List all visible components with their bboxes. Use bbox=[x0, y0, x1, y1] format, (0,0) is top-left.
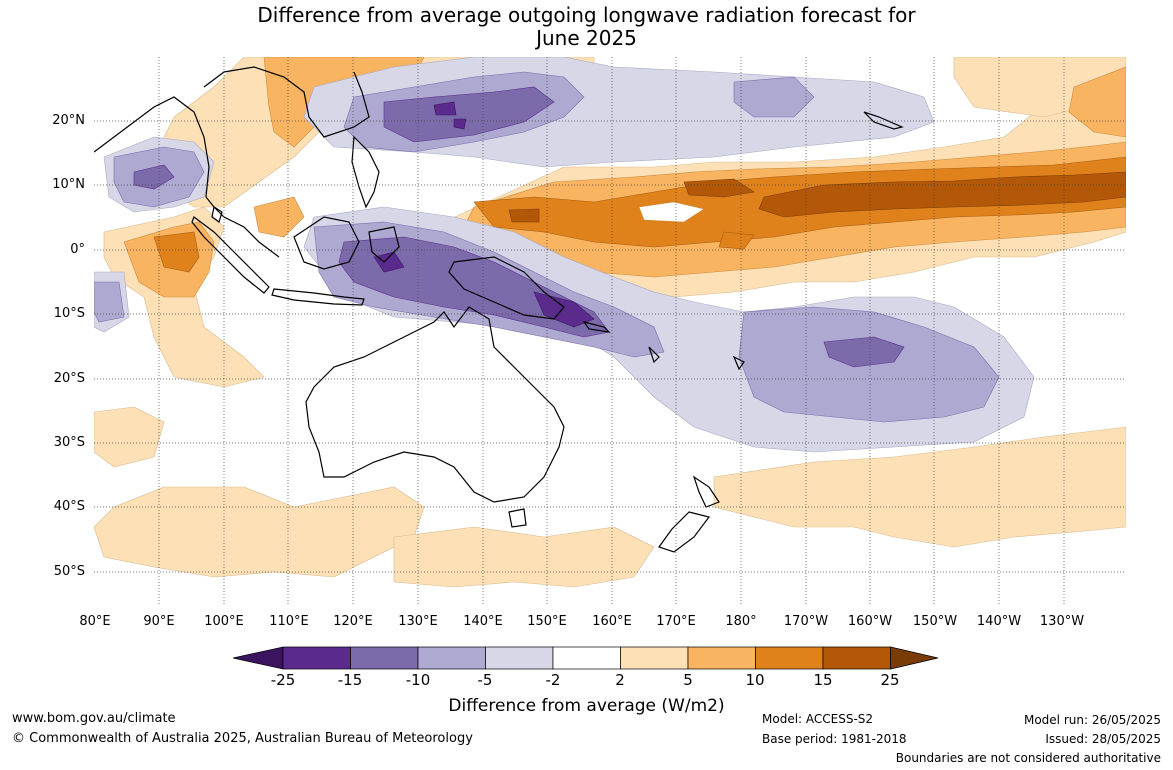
colorbar-label-minus-15: -15 bbox=[337, 671, 363, 689]
footer-model-run: Model run: 26/05/2025 bbox=[1023, 713, 1161, 727]
lat-label-10n: 10°N bbox=[52, 177, 85, 192]
colorbar-label-10: 10 bbox=[745, 671, 765, 689]
colorbar-cell-6 bbox=[620, 646, 689, 670]
anomaly-minus-25-to-minus-15-regions bbox=[373, 101, 595, 328]
colorbar-cell-3 bbox=[417, 646, 486, 670]
lon-label-80e: 80°E bbox=[79, 614, 111, 629]
colorbar-cell-1 bbox=[282, 646, 351, 670]
anomaly-15-to-25-regions bbox=[508, 171, 1126, 223]
lon-label-150e: 150°E bbox=[527, 614, 567, 629]
colorbar-title: Difference from average (W/m2) bbox=[448, 696, 725, 716]
footer-copyright: © Commonwealth of Australia 2025, Austra… bbox=[12, 731, 473, 746]
lon-label-180: 180° bbox=[725, 614, 757, 629]
title-line-1: Difference from average outgoing longwav… bbox=[257, 3, 916, 27]
colorbar-cell-5 bbox=[552, 646, 621, 670]
lon-label-170w: 170°W bbox=[783, 614, 829, 629]
anomaly-map[interactable] bbox=[94, 57, 1126, 604]
lat-label-20n: 20°N bbox=[52, 113, 85, 128]
lon-label-130w: 130°W bbox=[1039, 614, 1085, 629]
footer-issued: Issued: 28/05/2025 bbox=[1045, 732, 1161, 746]
colorbar-cell-7 bbox=[687, 646, 756, 670]
lat-label-30s: 30°S bbox=[53, 435, 85, 450]
lat-label-10s: 10°S bbox=[53, 306, 85, 321]
colorbar-label-minus-5: -5 bbox=[477, 671, 493, 689]
colorbar bbox=[233, 646, 939, 670]
neutral-pocket bbox=[638, 201, 705, 223]
lon-label-160e: 160°E bbox=[592, 614, 632, 629]
lon-label-130e: 130°E bbox=[398, 614, 438, 629]
coastlines bbox=[94, 66, 904, 553]
lat-label-40s: 40°S bbox=[53, 499, 85, 514]
chart-title: Difference from average outgoing longwav… bbox=[0, 4, 1173, 50]
colorbar-label-15: 15 bbox=[813, 671, 833, 689]
title-line-2: June 2025 bbox=[536, 26, 637, 50]
lon-label-170e: 170°E bbox=[656, 614, 696, 629]
lat-label-50s: 50°S bbox=[53, 564, 85, 579]
lon-label-150w: 150°W bbox=[912, 614, 958, 629]
colorbar-cell-9 bbox=[822, 646, 891, 670]
colorbar-label-minus-10: -10 bbox=[405, 671, 431, 689]
lon-label-110e: 110°E bbox=[269, 614, 309, 629]
footer-model: Model: ACCESS-S2 bbox=[762, 712, 874, 726]
footer-website[interactable]: www.bom.gov.au/climate bbox=[12, 711, 176, 726]
lon-label-90e: 90°E bbox=[143, 614, 175, 629]
lat-label-0: 0° bbox=[70, 242, 85, 257]
colorbar-extend-low bbox=[233, 646, 284, 670]
colorbar-cell-2 bbox=[350, 646, 419, 670]
colorbar-label-2: 2 bbox=[615, 671, 625, 689]
colorbar-cell-4 bbox=[485, 646, 554, 670]
map-gridlines bbox=[94, 57, 1126, 604]
lon-label-120e: 120°E bbox=[333, 614, 373, 629]
lon-label-140e: 140°E bbox=[463, 614, 503, 629]
footer-disclaimer: Boundaries are not considered authoritat… bbox=[895, 751, 1161, 765]
colorbar-extend-high bbox=[890, 646, 939, 670]
colorbar-label-minus-25: -25 bbox=[270, 671, 296, 689]
anomaly-minus-15-to-minus-10-regions bbox=[133, 86, 905, 368]
colorbar-label-minus-2: -2 bbox=[545, 671, 561, 689]
colorbar-label-5: 5 bbox=[683, 671, 693, 689]
lon-label-160w: 160°W bbox=[847, 614, 893, 629]
footer-base-period: Base period: 1981-2018 bbox=[762, 732, 907, 746]
colorbar-label-25: 25 bbox=[880, 671, 900, 689]
colorbar-cell-8 bbox=[755, 646, 824, 670]
lat-label-20s: 20°S bbox=[53, 371, 85, 386]
lon-label-140w: 140°W bbox=[976, 614, 1022, 629]
lon-label-100e: 100°E bbox=[204, 614, 244, 629]
